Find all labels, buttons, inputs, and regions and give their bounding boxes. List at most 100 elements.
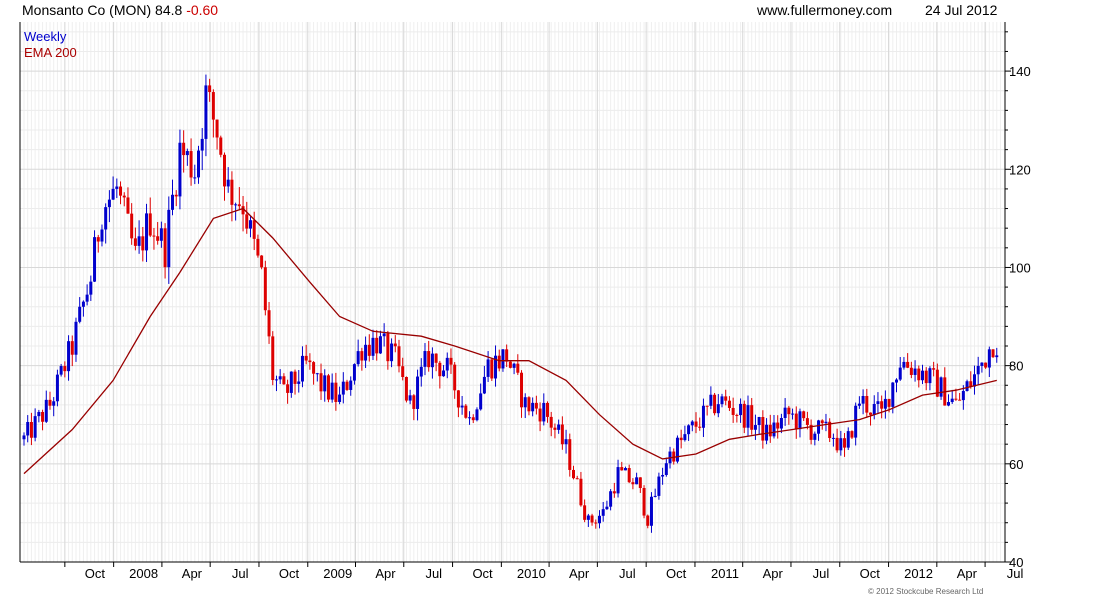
candle-body — [475, 409, 479, 421]
candle-body — [638, 477, 642, 489]
x-tick-label: Jul — [1007, 566, 1024, 581]
candle-body — [776, 422, 780, 429]
candle-body — [78, 306, 82, 322]
candle-body — [360, 351, 364, 361]
legend-ema: EMA 200 — [24, 45, 77, 60]
candle-body — [757, 417, 761, 426]
candle-body — [338, 394, 342, 402]
x-tick-label: Jul — [813, 566, 830, 581]
candle-body — [594, 522, 598, 524]
candle-body — [107, 199, 111, 208]
candle-body — [557, 424, 561, 430]
candle-body — [742, 403, 746, 428]
candle-body — [263, 267, 267, 311]
candle-body — [267, 310, 271, 337]
candle-body — [906, 361, 910, 368]
candle-body — [772, 422, 776, 437]
candle-body — [442, 370, 446, 377]
candle-body — [230, 179, 234, 205]
candle-body — [653, 495, 657, 497]
candle-body — [560, 424, 564, 445]
candle-body — [720, 396, 724, 405]
y-tick-label: 60 — [1009, 457, 1023, 472]
x-tick-label: Jul — [425, 566, 442, 581]
candle-body — [698, 426, 702, 428]
x-tick-label: Apr — [375, 566, 396, 581]
candle-body — [419, 366, 423, 377]
candle-body — [794, 413, 798, 430]
candle-body — [29, 421, 33, 438]
candle-body — [549, 416, 553, 428]
candle-body — [995, 355, 999, 358]
candle-body — [460, 405, 464, 408]
copyright-text: © 2012 Stockcube Research Ltd — [868, 587, 984, 596]
candle-body — [805, 418, 809, 425]
x-tick-label: Oct — [860, 566, 881, 581]
candle-body — [672, 451, 676, 462]
candle-body — [631, 482, 635, 485]
candle-body — [479, 393, 483, 410]
candle-body — [133, 238, 137, 246]
candle-body — [423, 351, 427, 367]
candle-body — [739, 403, 743, 416]
candle-body — [226, 179, 230, 187]
candle-body — [211, 92, 215, 120]
website-label: www.fullermoney.com — [757, 2, 893, 18]
candle-body — [393, 343, 397, 347]
candle-body — [222, 154, 226, 187]
candle-body — [538, 408, 542, 422]
candle-body — [33, 416, 37, 438]
candle-body — [590, 515, 594, 523]
candle-body — [616, 467, 620, 494]
price-change: -0.60 — [186, 2, 219, 18]
candle-body — [93, 237, 97, 282]
candle-body — [430, 353, 434, 368]
candle-body — [846, 431, 850, 448]
candle-body — [527, 397, 531, 412]
candle-body — [330, 382, 334, 400]
candle-body — [356, 351, 360, 365]
candle-body — [675, 437, 679, 462]
candle-body — [260, 255, 264, 268]
last-price: 84.8 — [155, 2, 183, 18]
candle-body — [839, 438, 843, 451]
candle-body — [468, 417, 472, 419]
candle-body — [802, 411, 806, 419]
candle-body — [185, 151, 189, 156]
candle-body — [787, 407, 791, 415]
candle-body — [404, 376, 408, 401]
candle-body — [869, 412, 873, 415]
candle-body — [26, 421, 30, 436]
candle-body — [182, 142, 186, 156]
candle-body — [575, 478, 579, 480]
x-tick-label: Oct — [279, 566, 300, 581]
candle-body — [546, 402, 550, 417]
candle-body — [100, 229, 104, 242]
candle-body — [976, 365, 980, 375]
candle-body — [898, 367, 902, 380]
candle-body — [137, 236, 141, 246]
candle-body — [716, 404, 720, 414]
candle-body — [382, 333, 386, 337]
candle-body — [63, 366, 67, 372]
candle-body — [67, 341, 71, 372]
candle-body — [961, 390, 965, 401]
candle-body — [490, 359, 494, 379]
candle-body — [81, 301, 85, 307]
y-tick-label: 100 — [1009, 260, 1031, 275]
candle-body — [252, 220, 256, 239]
x-tick-label: 2011 — [711, 566, 739, 581]
candle-body — [345, 381, 349, 390]
candle-body — [950, 398, 954, 403]
candle-body — [564, 439, 568, 445]
candle-body — [928, 368, 932, 384]
candle-body — [612, 491, 616, 494]
candle-body — [727, 400, 731, 408]
candle-body — [865, 395, 869, 413]
x-tick-label: Oct — [472, 566, 493, 581]
x-tick-label: 2009 — [323, 566, 352, 581]
candle-body — [55, 374, 59, 402]
candle-body — [917, 368, 921, 381]
x-tick-label: Apr — [569, 566, 590, 581]
candle-body — [746, 405, 750, 428]
